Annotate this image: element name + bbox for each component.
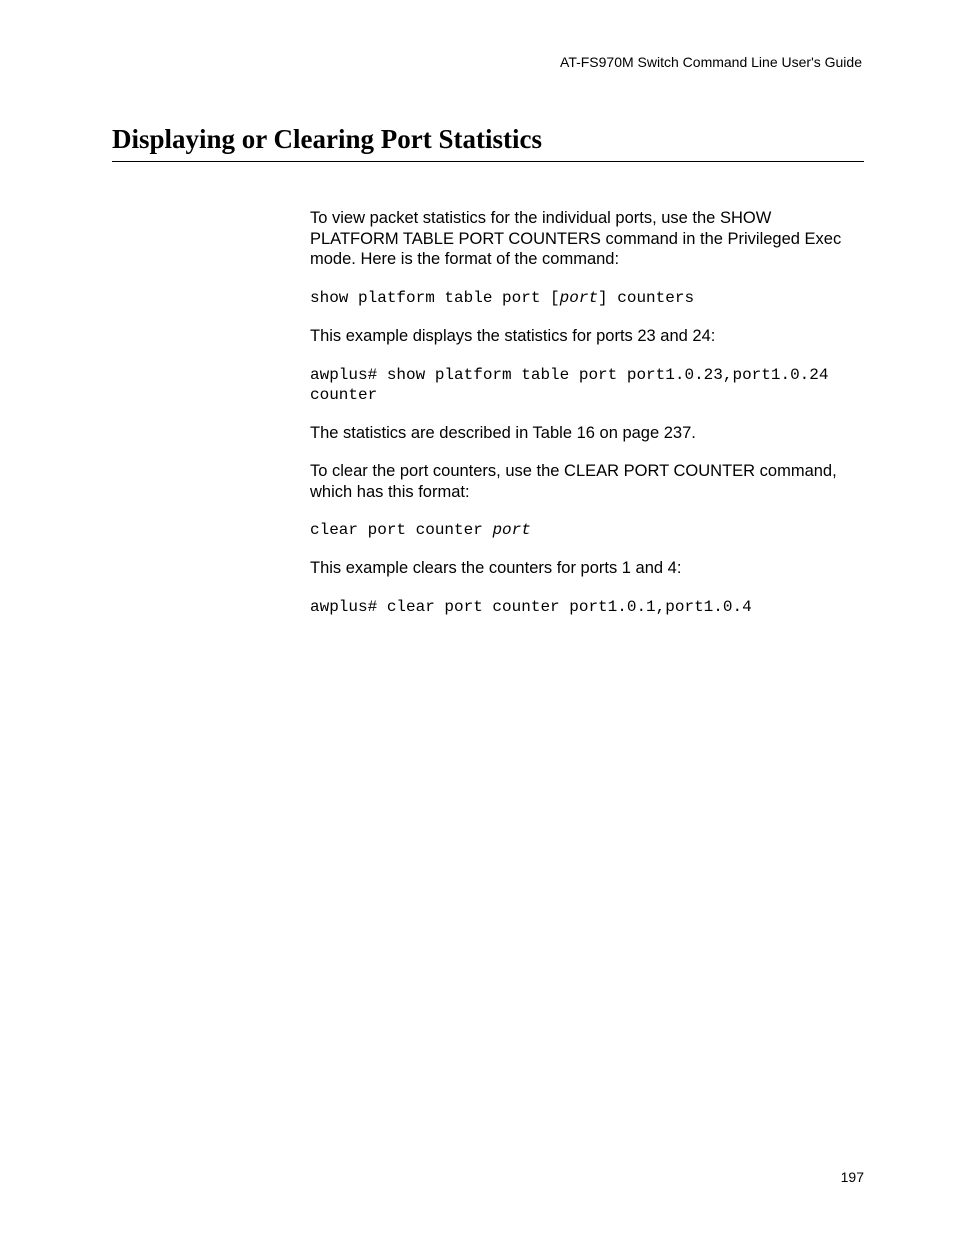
paragraph-clear-intro: To clear the port counters, use the CLEA… [310, 461, 864, 502]
content-body: To view packet statistics for the indivi… [310, 208, 864, 617]
command-show-example: awplus# show platform table port port1.0… [310, 365, 864, 405]
cmd-text: show platform table port [ [310, 289, 560, 307]
command-clear-format: clear port counter port [310, 520, 864, 540]
cmd-text: clear port counter [310, 521, 492, 539]
paragraph-intro: To view packet statistics for the indivi… [310, 208, 864, 270]
section-title: Displaying or Clearing Port Statistics [112, 124, 864, 162]
cmd-text: ] counters [598, 289, 694, 307]
command-show-format: show platform table port [port] counters [310, 288, 864, 308]
command-clear-example: awplus# clear port counter port1.0.1,por… [310, 597, 864, 617]
cmd-variable-port: port [560, 289, 598, 307]
paragraph-example-show: This example displays the statistics for… [310, 326, 864, 347]
paragraph-table-ref: The statistics are described in Table 16… [310, 423, 864, 444]
page: AT-FS970M Switch Command Line User's Gui… [0, 0, 954, 1235]
running-header: AT-FS970M Switch Command Line User's Gui… [112, 54, 864, 70]
page-number: 197 [841, 1169, 864, 1185]
paragraph-example-clear: This example clears the counters for por… [310, 558, 864, 579]
cmd-variable-port: port [492, 521, 530, 539]
